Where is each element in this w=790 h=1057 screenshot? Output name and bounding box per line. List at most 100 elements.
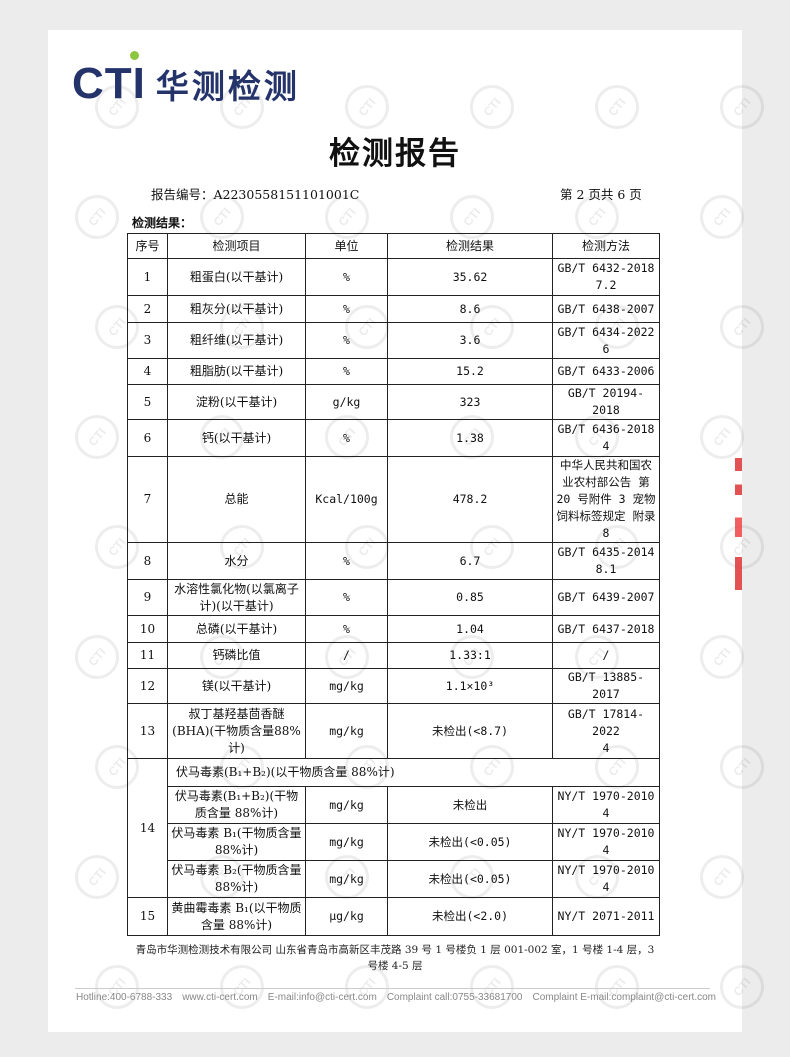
header-no: 序号: [127, 233, 168, 259]
cell-result: 未检出(<8.7): [387, 703, 553, 759]
header-result: 检测结果: [387, 233, 553, 259]
cell-method: GB/T 20194-2018: [552, 384, 660, 420]
cell-unit: Kcal/100g: [305, 456, 388, 543]
cell-result: 15.2: [387, 358, 553, 385]
header-unit: 单位: [305, 233, 388, 259]
cell-item: 镁(以干基计): [167, 668, 306, 704]
logo-dot-icon: [130, 51, 139, 60]
cell-method: GB/T 6437-2018: [552, 615, 660, 643]
cell-method: GB/T 6436-2018 4: [552, 419, 660, 457]
cell-unit: %: [305, 615, 388, 643]
cell-method: GB/T 6433-2006: [552, 358, 660, 385]
cell-item: 伏马毒素(B₁+B₂)(干物质含量 88%计): [167, 786, 306, 824]
cell-item: 叔丁基羟基茴香醚(BHA)(干物质含量88%计): [167, 703, 306, 759]
table-row: 7 总能 Kcal/100g 478.2 中华人民共和国农业农村部公告 第 20 号附件…: [127, 456, 660, 543]
cell-item: 粗纤维(以干基计): [167, 322, 306, 359]
report-number: 报告编号：A2230558151101001C: [151, 187, 360, 202]
cell-unit: mg/kg: [305, 703, 388, 759]
cell-method: GB/T 6434-2022 6: [552, 322, 660, 359]
cell-item: 水溶性氯化物(以氯离子计)(以干基计): [167, 579, 306, 616]
cell-no: 11: [127, 642, 168, 669]
table-row: 5 淀粉(以干基计) g/kg 323 GB/T 20194-2018: [127, 384, 660, 420]
cell-no: 10: [127, 615, 168, 643]
table-subrow: 伏马毒素 B₁(干物质含量 88%计) mg/kg 未检出(<0.05) NY/T 1…: [128, 823, 660, 861]
cell-unit: %: [305, 419, 388, 457]
cti-logo: CTI 华测检测: [72, 51, 300, 108]
table-row: 6 钙(以干基计)% 1.38 GB/T 6436-2018 4: [127, 419, 660, 457]
table-header-row: 序号 检测项目 单位 检测结果 检测方法: [127, 233, 660, 259]
cell-item: 伏马毒素 B₁(干物质含量 88%计): [167, 823, 306, 861]
results-table: 序号 检测项目 单位 检测结果 检测方法 1 粗蛋白(以干基计)% 35.62 GB/T 643…: [127, 233, 660, 936]
cell-item: 淀粉(以干基计): [167, 384, 306, 420]
cell-method: NY/T 1970-2010 4: [552, 823, 660, 861]
table-row-group: 14 伏马毒素(B₁+B₂)(以干物质含量 88%计): [127, 758, 660, 898]
cell-result: 未检出(<0.05): [387, 823, 553, 861]
cell-unit: %: [305, 358, 388, 385]
cell-no: 13: [127, 703, 168, 759]
red-stamp-fragment: [735, 458, 742, 590]
cell-unit: mg/kg: [305, 786, 388, 824]
cell-result: 478.2: [387, 456, 553, 543]
cell-no: 9: [127, 579, 168, 616]
cell-result: 0.85: [387, 579, 553, 616]
cell-method: GB/T 13885-2017: [552, 668, 660, 704]
cell-method: GB/T 17814-2022 4: [552, 703, 660, 759]
cell-method: NY/T 1970-2010 4: [552, 786, 660, 824]
cell-item: 水分: [167, 542, 306, 580]
cell-unit: g/kg: [305, 384, 388, 420]
cell-no: 3: [127, 322, 168, 359]
cell-unit: /: [305, 642, 388, 669]
page-title: 检测报告: [329, 136, 461, 172]
cell-result: 未检出: [387, 786, 553, 824]
footer-website[interactable]: www.cti-cert.com: [182, 992, 258, 1003]
table-row: 10 总磷(以干基计)% 1.04 GB/T 6437-2018: [127, 615, 660, 643]
cell-no: 4: [127, 358, 168, 385]
cell-item: 总磷(以干基计): [167, 615, 306, 643]
cell-method: GB/T 6435-2014 8.1: [552, 542, 660, 580]
cell-unit: mg/kg: [305, 668, 388, 704]
table-row: 9 水溶性氯化物(以氯离子计)(以干基计)% 0.85 GB/T 6439-2007: [127, 579, 660, 616]
cell-result: 1.1×10³: [387, 668, 553, 704]
cell-method: GB/T 6438-2007: [552, 295, 660, 323]
header-item: 检测项目: [167, 233, 306, 259]
cell-method: GB/T 6432-2018 7.2: [552, 258, 660, 296]
table-row: 4 粗脂肪(以干基计)% 15.2 GB/T 6433-2006: [127, 358, 660, 385]
table-subrow: 伏马毒素 B₂(干物质含量 88%计) mg/kg 未检出(<0.05) NY/T 1…: [128, 860, 660, 898]
cell-result: 未检出(<0.05): [387, 860, 553, 898]
cell-method: 中华人民共和国农业农村部公告 第 20 号附件 3 宠物饲料标签规定 附录 8: [552, 456, 660, 543]
cell-result: 35.62: [387, 258, 553, 296]
page-info: 第 2 页共 6 页: [560, 187, 642, 202]
cell-item: 黄曲霉毒素 B₁(以干物质含量 88%计): [167, 897, 306, 936]
cell-unit: %: [305, 579, 388, 616]
cell-no: 15: [127, 897, 168, 936]
cell-result: 6.7: [387, 542, 553, 580]
cell-method: GB/T 6439-2007: [552, 579, 660, 616]
footer-email[interactable]: E-mail:info@cti-cert.com: [267, 992, 377, 1003]
cell-result: 8.6: [387, 295, 553, 323]
footer-complaint-email[interactable]: Complaint E-mail:complaint@cti-cert.com: [532, 992, 716, 1003]
table-subrow: 伏马毒素(B₁+B₂)(干物质含量 88%计) mg/kg 未检出 NY/T 1970…: [128, 786, 660, 824]
cell-unit: %: [305, 258, 388, 296]
cell-no: 1: [127, 258, 168, 296]
cell-unit: mg/kg: [305, 823, 388, 861]
cell-no: 7: [127, 456, 168, 543]
cell-unit: %: [305, 542, 388, 580]
footer-contacts: Hotline:400-6788-333 www.cti-cert.com E-…: [76, 992, 716, 1003]
footer-divider: [75, 988, 710, 989]
logo-brand: CTI: [72, 59, 146, 108]
table-row: 2 粗灰分(以干基计)% 8.6 GB/T 6438-2007: [127, 295, 660, 323]
cell-item: 粗蛋白(以干基计): [167, 258, 306, 296]
cell-no: 12: [127, 668, 168, 704]
table-row: 13 叔丁基羟基茴香醚(BHA)(干物质含量88%计) mg/kg 未检出(<8.7)…: [127, 703, 660, 759]
cell-result: 1.04: [387, 615, 553, 643]
footer-complaint-call: Complaint call:0755-33681700: [386, 992, 523, 1003]
cell-result: 3.6: [387, 322, 553, 359]
cell-no: 6: [127, 419, 168, 457]
cell-result: 1.33:1: [387, 642, 553, 669]
table-row: 3 粗纤维(以干基计)% 3.6 GB/T 6434-2022 6: [127, 322, 660, 359]
cell-no: 5: [127, 384, 168, 420]
cell-result: 1.38: [387, 419, 553, 457]
table-row: 11 钙磷比值/1.33:1/: [127, 642, 660, 669]
cell-unit: %: [305, 322, 388, 359]
cell-item: 伏马毒素 B₂(干物质含量 88%计): [167, 860, 306, 898]
